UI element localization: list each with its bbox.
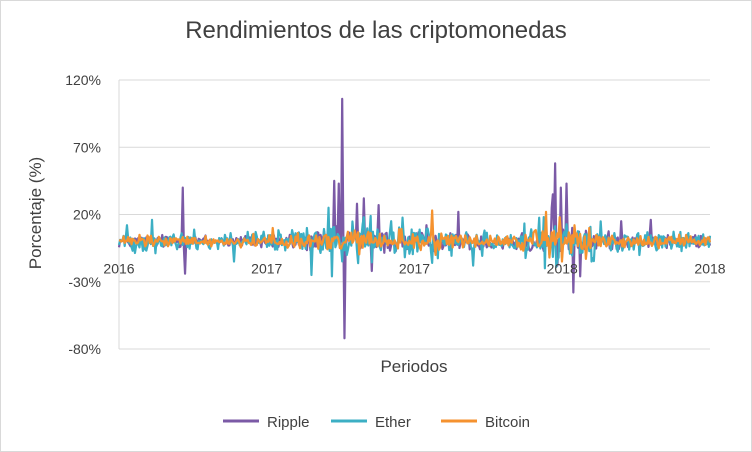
x-tick-label: 2018 — [547, 260, 578, 276]
series-line-bitcoin — [118, 209, 712, 263]
series-line-ether — [117, 206, 712, 278]
legend: Ripple Ether Bitcoin — [223, 414, 530, 431]
x-tick-label: 2017 — [399, 260, 430, 276]
x-axis-title: Periodos — [380, 357, 447, 376]
y-tick-label: -30% — [68, 274, 101, 290]
y-tick-label: 120% — [65, 72, 101, 88]
legend-label-ripple: Ripple — [267, 414, 310, 431]
x-tick-label: 2018 — [694, 260, 725, 276]
chart-title: Rendimientos de las criptomonedas — [185, 17, 567, 44]
y-tick-label: 20% — [73, 207, 101, 223]
x-tick-label: 2017 — [251, 260, 282, 276]
y-tick-label: 70% — [73, 139, 101, 155]
y-axis-title: Porcentaje (%) — [26, 157, 45, 269]
series-line-ripple — [117, 97, 712, 340]
x-tick-label: 2016 — [103, 260, 134, 276]
legend-label-ether: Ether — [375, 414, 411, 431]
legend-label-bitcoin: Bitcoin — [485, 414, 530, 431]
gridlines — [118, 79, 710, 350]
y-tick-label: -80% — [68, 341, 101, 357]
axis-ticks: 120% 70% 20% -30% -80% 2016 2017 2017 2018 2018 — [65, 72, 726, 357]
plot-area — [117, 97, 712, 340]
